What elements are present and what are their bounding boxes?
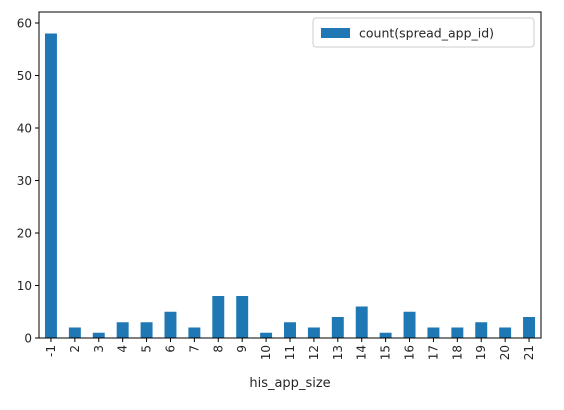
bar-5	[141, 322, 153, 338]
plot-frame	[39, 12, 541, 338]
bar-12	[308, 328, 320, 339]
y-tick-label-20: 20	[17, 227, 32, 241]
y-tick-label-40: 40	[17, 122, 32, 136]
bar-18	[451, 328, 463, 339]
x-tick-label--1: -1	[44, 345, 58, 357]
x-tick-label-2: 2	[68, 345, 82, 353]
y-tick-label-0: 0	[24, 332, 32, 346]
x-tick-label-4: 4	[116, 345, 130, 353]
legend: count(spread_app_id)	[313, 18, 534, 47]
bar-15	[380, 333, 392, 338]
legend-label: count(spread_app_id)	[359, 26, 494, 41]
x-tick-label-19: 19	[474, 345, 488, 360]
legend-swatch	[321, 28, 350, 38]
bar-19	[475, 322, 487, 338]
x-tick-label-6: 6	[163, 345, 177, 353]
x-tick-label-15: 15	[379, 345, 393, 360]
bar-20	[499, 328, 511, 339]
x-tick-label-20: 20	[498, 345, 512, 360]
x-tick-label-16: 16	[403, 345, 417, 360]
bar-16	[404, 312, 416, 338]
bar--1	[45, 34, 57, 339]
x-tick-label-11: 11	[283, 345, 297, 360]
y-tick-label-10: 10	[17, 279, 32, 293]
x-axis-label: his_app_size	[249, 376, 330, 391]
bar-7	[188, 328, 200, 339]
bar-13	[332, 317, 344, 338]
x-tick-label-18: 18	[450, 345, 464, 360]
bar-14	[356, 307, 368, 339]
x-tick-label-8: 8	[211, 345, 225, 353]
bar-21	[523, 317, 535, 338]
x-tick-label-5: 5	[140, 345, 154, 353]
x-tick-label-21: 21	[522, 345, 536, 360]
x-axis: -1 2 3 4 5 6 7 8 9 10 11 12 13 14 15 16 17 18 19 20 21	[44, 338, 536, 360]
bar-9	[236, 296, 248, 338]
bar-11	[284, 322, 296, 338]
y-tick-label-30: 30	[17, 174, 32, 188]
bar-6	[165, 312, 177, 338]
bar-17	[427, 328, 439, 339]
x-tick-label-12: 12	[307, 345, 321, 360]
axes-layer	[39, 12, 541, 338]
x-tick-label-10: 10	[259, 345, 273, 360]
x-tick-label-13: 13	[331, 345, 345, 360]
y-tick-label-50: 50	[17, 69, 32, 83]
x-tick-label-7: 7	[187, 345, 201, 353]
bar-8	[212, 296, 224, 338]
bar-4	[117, 322, 129, 338]
bar-3	[93, 333, 105, 338]
x-tick-label-14: 14	[355, 345, 369, 360]
x-tick-label-17: 17	[426, 345, 440, 360]
bar-2	[69, 328, 81, 339]
x-tick-label-9: 9	[235, 345, 249, 353]
x-tick-label-3: 3	[92, 345, 106, 353]
y-tick-label-60: 60	[17, 17, 32, 31]
bar-10	[260, 333, 272, 338]
y-axis: 0 10 20 30 40 50 60	[17, 17, 39, 346]
bars-layer	[45, 34, 535, 339]
